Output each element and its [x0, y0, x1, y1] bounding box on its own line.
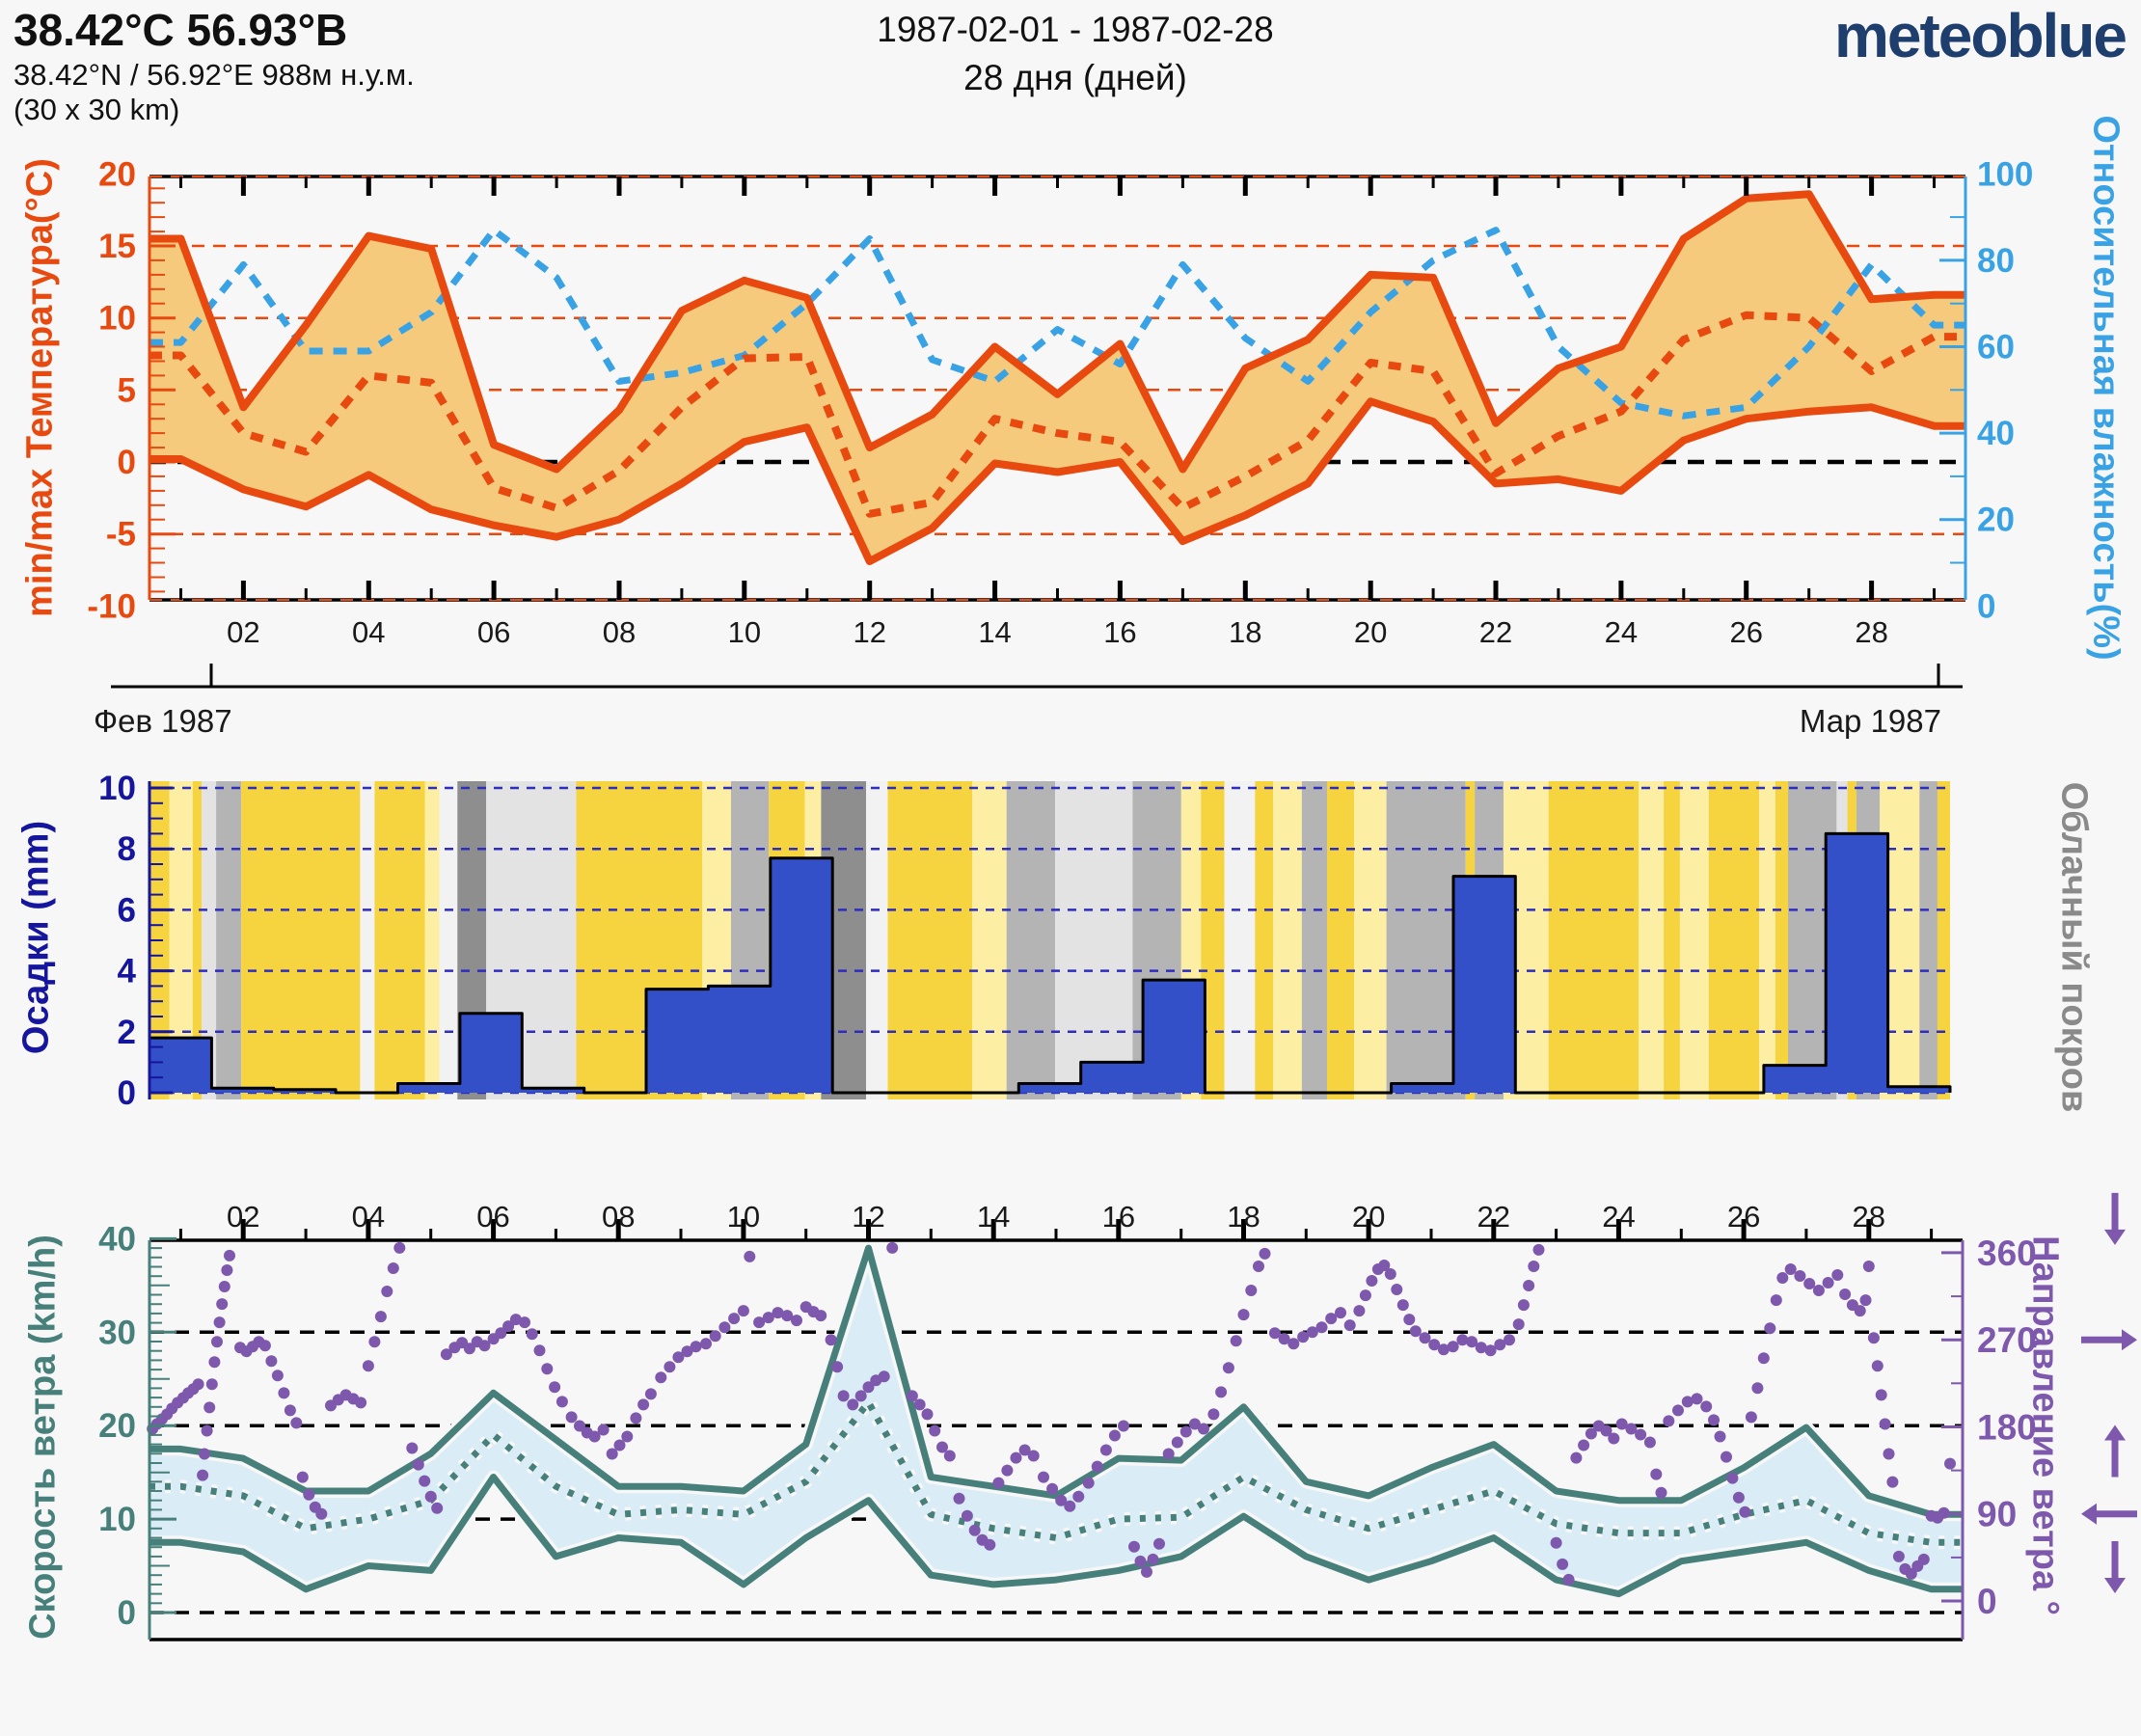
svg-text:0: 0 — [118, 444, 136, 481]
svg-text:20: 20 — [1354, 615, 1387, 649]
svg-text:6: 6 — [118, 891, 136, 929]
month-axis-start-label: Фев 1987 — [94, 703, 232, 739]
svg-text:5: 5 — [118, 371, 136, 409]
svg-text:10: 10 — [98, 1501, 136, 1538]
svg-text:06: 06 — [476, 1200, 509, 1234]
date-range: 1987-02-01 - 1987-02-28 — [877, 10, 1274, 49]
svg-text:18: 18 — [1227, 1200, 1260, 1234]
svg-text:40: 40 — [98, 1220, 136, 1258]
duration-label: 28 дня (дней) — [963, 58, 1187, 97]
svg-text:08: 08 — [603, 615, 636, 649]
svg-text:12: 12 — [853, 615, 885, 649]
svg-text:24: 24 — [1602, 1200, 1635, 1234]
wind-direction-axis-title: Направление ветра ° — [2024, 1235, 2066, 1615]
svg-text:04: 04 — [352, 1200, 385, 1234]
svg-text:-10: -10 — [87, 587, 136, 625]
svg-text:18: 18 — [1229, 615, 1261, 649]
page-title: 38.42°C 56.93°B — [14, 5, 348, 55]
svg-text:10: 10 — [728, 615, 761, 649]
svg-text:30: 30 — [98, 1314, 136, 1351]
svg-text:4: 4 — [118, 953, 137, 990]
svg-text:16: 16 — [1102, 1200, 1135, 1234]
svg-text:26: 26 — [1727, 1200, 1760, 1234]
humidity-axis-title: Относительная влажность(%) — [2085, 115, 2127, 661]
meteoblue-logo: meteoblue — [1833, 1, 2127, 70]
svg-text:360: 360 — [1977, 1234, 2037, 1273]
svg-text:2: 2 — [118, 1014, 136, 1051]
temperature-axis-title: min/max Температура(°C) — [19, 158, 61, 617]
svg-text:04: 04 — [352, 615, 385, 649]
svg-text:270: 270 — [1977, 1320, 2037, 1360]
svg-text:26: 26 — [1729, 615, 1762, 649]
svg-text:22: 22 — [1477, 1200, 1510, 1234]
svg-text:40: 40 — [1977, 415, 2015, 452]
grid-cell-size: (30 x 30 km) — [14, 93, 180, 126]
svg-text:22: 22 — [1479, 615, 1512, 649]
svg-text:24: 24 — [1605, 615, 1638, 649]
location-coordinates: 38.42°N / 56.92°E 988м н.у.м. — [14, 58, 415, 92]
svg-text:20: 20 — [1352, 1200, 1385, 1234]
month-axis-end-label: Мар 1987 — [1799, 703, 1941, 739]
svg-text:10: 10 — [98, 300, 136, 338]
svg-text:12: 12 — [852, 1200, 884, 1234]
svg-text:60: 60 — [1977, 329, 2015, 366]
svg-text:0: 0 — [118, 1074, 136, 1112]
svg-text:180: 180 — [1977, 1407, 2037, 1447]
svg-text:14: 14 — [977, 1200, 1010, 1234]
svg-text:28: 28 — [1853, 1200, 1885, 1234]
svg-text:20: 20 — [98, 1407, 136, 1445]
precipitation-axis-title: Осадки (mm) — [15, 820, 57, 1055]
svg-text:28: 28 — [1855, 615, 1887, 649]
svg-text:10: 10 — [727, 1200, 760, 1234]
svg-text:08: 08 — [602, 1200, 635, 1234]
svg-text:10: 10 — [98, 770, 136, 807]
svg-text:02: 02 — [227, 1200, 259, 1234]
svg-text:80: 80 — [1977, 242, 2015, 280]
svg-text:0: 0 — [1977, 587, 1995, 625]
cloud-cover-axis-title: Облачный покров — [2053, 781, 2095, 1113]
wind-speed-axis-title: Скорость ветра (km/h) — [22, 1234, 64, 1640]
svg-text:0: 0 — [118, 1594, 136, 1632]
svg-text:-5: -5 — [106, 516, 136, 554]
svg-text:20: 20 — [98, 155, 136, 193]
svg-text:14: 14 — [978, 615, 1011, 649]
svg-text:90: 90 — [1977, 1495, 2017, 1534]
svg-text:15: 15 — [98, 228, 136, 265]
svg-text:8: 8 — [118, 830, 136, 868]
svg-text:0: 0 — [1977, 1582, 1997, 1621]
svg-text:06: 06 — [477, 615, 510, 649]
svg-text:100: 100 — [1977, 155, 2033, 193]
svg-text:20: 20 — [1977, 502, 2015, 539]
svg-text:02: 02 — [227, 615, 259, 649]
svg-text:16: 16 — [1103, 615, 1136, 649]
